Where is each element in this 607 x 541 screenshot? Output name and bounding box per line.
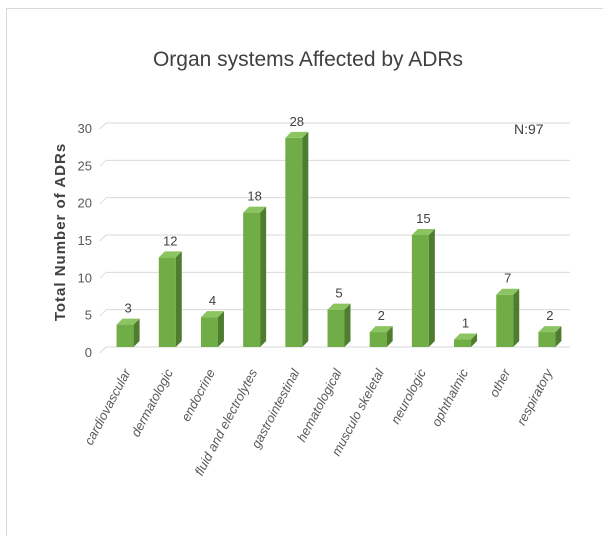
bar-other [496,288,520,347]
chart-title: Organ systems Affected by ADRs [153,48,463,71]
bar-top [243,206,267,213]
bar-side [260,206,267,347]
bar-gastrointestinal [285,131,309,347]
gridline-depth [99,159,107,167]
x-tick-label-respiratory: respiratory [513,365,556,428]
bar-musculo-skeletal [369,326,393,347]
bar-top [327,303,351,310]
y-tick-label: 5 [85,308,92,323]
data-label-respiratory: 2 [546,308,553,323]
bar-side [513,288,520,347]
data-label-endocrine: 4 [209,293,216,308]
bar-dermatologic [158,251,182,347]
data-label-gastrointestinal: 28 [290,114,304,129]
y-tick-label: 10 [78,270,92,285]
x-tick-label-neurologic: neurologic [388,366,430,426]
gridline-depth [99,197,107,205]
y-tick-label: 25 [78,158,92,173]
bar-side [217,311,224,347]
bar-ophthalmic [454,333,478,347]
x-tick-label-endocrine: endocrine [178,366,218,423]
bar-side [428,229,435,347]
bar-side [175,251,182,347]
y-tick-labels: 0 5 10 15 20 25 30 [78,121,92,360]
gridline-depth [99,234,107,242]
gridline-depth [99,271,107,279]
bar-side [344,303,351,347]
bar-top [454,333,478,340]
bar-side [386,326,393,347]
x-tick-label-other: other [486,366,513,400]
y-tick-label: 30 [78,121,92,136]
gridline-depth [99,346,107,354]
y-axis-label: Total Number of ADRs [52,143,69,321]
data-label-fluid-and-electrolytes: 18 [247,189,261,204]
bar-front [327,309,345,347]
x-tick-label-cardiovascular: cardiovascular [81,366,134,448]
gridline-depth [99,122,107,130]
bars [116,131,562,347]
x-tick-label-ophthalmic: ophthalmic [428,366,471,429]
data-label-hematological: 5 [335,286,342,301]
gridline-depth [99,309,107,317]
bar-neurologic [411,229,435,347]
bar-top [538,326,562,333]
bar-front [496,294,514,347]
y-tick-label: 20 [78,196,92,211]
bar-front [116,324,134,347]
bar-top [200,311,224,318]
bar-fluid-and-electrolytes [243,206,267,347]
y-tick-label: 0 [85,345,92,360]
bar-side [555,326,562,347]
data-label-musculo-skeletal: 2 [378,308,385,323]
bar-top [285,131,309,138]
bar-top [116,318,140,325]
bar-front [454,339,472,347]
data-label-ophthalmic: 1 [462,316,469,331]
sample-size-annotation: N:97 [514,121,544,137]
bar-front [243,212,261,347]
bar-front [538,332,556,347]
gridlines [99,122,570,354]
bar-side [133,318,140,347]
bar-top [158,251,182,258]
data-label-other: 7 [504,271,511,286]
bar-front [285,137,303,347]
bar-front [158,257,176,347]
bar-side [471,333,478,347]
bar-hematological [327,303,351,347]
bar-respiratory [538,326,562,347]
bar-top [411,229,435,235]
bar-endocrine [200,311,224,347]
bar-front [369,332,387,347]
bar-side [302,131,309,347]
bar-cardiovascular [116,318,140,347]
data-label-dermatologic: 12 [163,233,177,248]
chart-frame [6,8,603,536]
x-tick-label-dermatologic: dermatologic [128,366,176,439]
bar-front [411,235,429,347]
data-label-neurologic: 15 [416,211,430,226]
data-labels: 3 12 4 18 28 5 2 15 1 7 2 [124,114,553,331]
bar-top [369,326,393,333]
y-tick-label: 15 [78,233,92,248]
bar-front [200,317,218,347]
data-label-cardiovascular: 3 [124,301,131,316]
bar-top [496,288,520,295]
